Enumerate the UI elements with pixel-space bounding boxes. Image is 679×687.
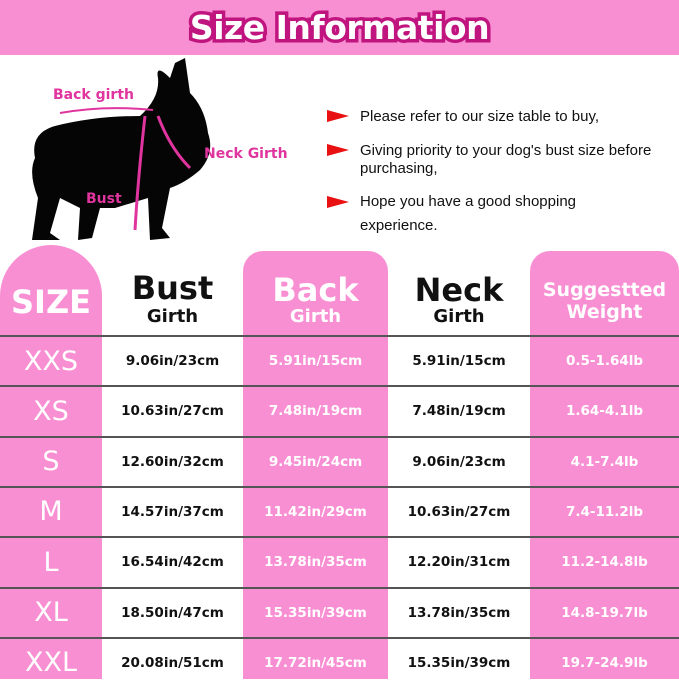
table-row: XXL 20.08in/51cm 17.72in/45cm 15.35in/39cm 1… xyxy=(0,636,679,687)
dog-silhouette-icon xyxy=(32,58,211,240)
header-weight: Suggestted Weight xyxy=(530,279,679,323)
cell-weight: 4.1-7.4lb xyxy=(570,453,639,470)
cell-bust: 10.63in/27cm xyxy=(121,403,224,420)
table-row: XXS 9.06in/23cm 5.91in/15cm 5.91in/15cm 0.5-… xyxy=(0,335,679,385)
cell-size: XXS xyxy=(23,345,79,377)
header-bust: Bust xyxy=(131,269,214,307)
cell-back: 11.42in/29cm xyxy=(264,503,367,520)
header-size: SIZE xyxy=(10,283,91,321)
cell-weight: 7.4-11.2lb xyxy=(565,503,644,520)
arrow-right-icon xyxy=(327,196,349,208)
header-weight-line1: Suggestted xyxy=(542,279,667,301)
cell-weight: 11.2-14.8lb xyxy=(561,554,648,571)
cell-neck: 13.78in/35cm xyxy=(407,604,511,621)
cell-size: XXL xyxy=(24,647,78,679)
back-girth-label: Back girth xyxy=(53,87,134,103)
cell-bust: 14.57in/37cm xyxy=(121,503,224,520)
table-row: XS 10.63in/27cm 7.48in/19cm 7.48in/19cm 1.64… xyxy=(0,385,679,435)
title-banner: Size Information xyxy=(0,0,679,55)
cell-back: 9.45in/24cm xyxy=(268,453,363,470)
page-title: Size Information xyxy=(186,5,493,51)
table-row: S 12.60in/32cm 9.45in/24cm 9.06in/23cm 4.1-7… xyxy=(0,435,679,486)
cell-bust: 16.54in/42cm xyxy=(121,554,224,571)
cell-bust: 9.06in/23cm xyxy=(125,353,220,369)
cell-back: 17.72in/45cm xyxy=(264,654,367,671)
cell-back: 13.78in/35cm xyxy=(264,554,367,571)
header-back-girth: Girth xyxy=(289,306,342,327)
back-girth-column xyxy=(243,251,388,679)
note-2: Giving priority to your dog's bust size … xyxy=(327,142,679,178)
cell-weight: 0.5-1.64lb xyxy=(565,353,644,369)
cell-weight: 14.8-19.7lb xyxy=(561,604,648,621)
cell-size: XL xyxy=(34,597,68,628)
cell-back: 7.48in/19cm xyxy=(268,403,363,420)
cell-back: 15.35in/39cm xyxy=(264,604,367,621)
arrow-right-icon xyxy=(327,144,349,156)
cell-neck: 10.63in/27cm xyxy=(407,503,511,520)
cell-weight: 19.7-24.9lb xyxy=(561,654,648,671)
bust-label: Bust xyxy=(86,191,122,207)
cell-bust: 18.50in/47cm xyxy=(121,604,224,621)
cell-size: L xyxy=(43,546,59,578)
cell-size: S xyxy=(42,446,60,478)
cell-neck: 9.06in/23cm xyxy=(412,453,506,470)
cell-bust: 20.08in/51cm xyxy=(121,654,224,671)
cell-bust: 12.60in/32cm xyxy=(121,453,224,470)
weight-column xyxy=(530,251,679,679)
header-neck-girth: Girth xyxy=(433,306,485,327)
cell-back: 5.91in/15cm xyxy=(268,353,363,369)
table-row: M 14.57in/37cm 11.42in/29cm 10.63in/27cm 7.4… xyxy=(0,485,679,536)
arrow-right-icon xyxy=(327,110,349,122)
cell-neck: 12.20in/31cm xyxy=(407,554,511,571)
neck-girth-label: Neck Girth xyxy=(204,146,288,162)
cell-size: XS xyxy=(33,395,69,427)
cell-neck: 7.48in/19cm xyxy=(412,403,506,420)
header-bust-girth: Girth xyxy=(146,306,199,327)
header-back: Back xyxy=(272,271,359,309)
note-3: Hope you have a good shopping experience… xyxy=(327,190,650,238)
header-neck: Neck xyxy=(414,271,504,309)
cell-weight: 1.64-4.1lb xyxy=(565,403,644,420)
cell-size: M xyxy=(39,496,63,528)
table-row: XL 18.50in/47cm 15.35in/39cm 13.78in/35cm 14… xyxy=(0,586,679,637)
size-column xyxy=(0,245,102,679)
header-weight-line2: Weight xyxy=(566,301,643,323)
cell-neck: 15.35in/39cm xyxy=(407,654,511,671)
cell-neck: 5.91in/15cm xyxy=(412,353,506,369)
table-row: L 16.54in/42cm 13.78in/35cm 12.20in/31cm 11.… xyxy=(0,536,679,586)
note-1: Please refer to our size table to buy, xyxy=(327,108,679,126)
